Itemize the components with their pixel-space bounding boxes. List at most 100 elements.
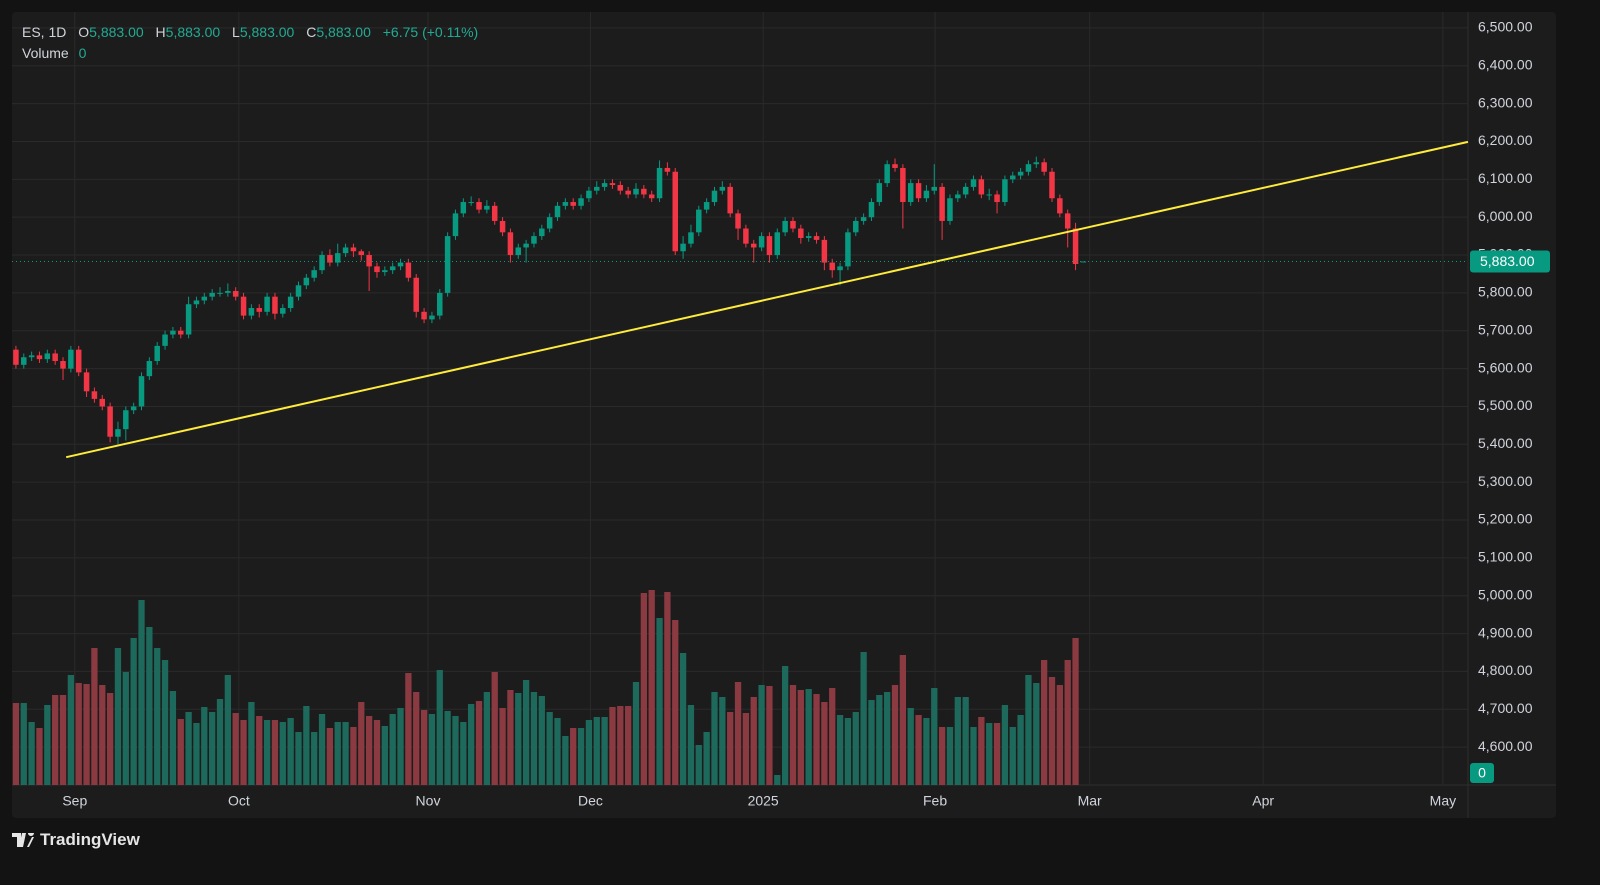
overlays	[12, 140, 1469, 459]
volume-bar	[978, 717, 985, 785]
candle-body	[437, 292, 443, 316]
candle-body	[421, 311, 427, 320]
candle-body	[75, 349, 82, 373]
volume-bar	[106, 693, 114, 785]
volume-bar	[758, 685, 765, 785]
volume-bar	[28, 722, 35, 785]
trendline	[65, 140, 1469, 459]
volume-bar	[389, 714, 396, 785]
volume-bar	[483, 692, 491, 785]
brand: TradingView	[40, 830, 140, 849]
volume-bar	[601, 717, 608, 785]
legend: ES, 1D O5,883.00 H5,883.00 L5,883.00 C5,…	[22, 22, 478, 64]
last-price-label: 5,883.00	[1480, 253, 1535, 269]
candle-body	[515, 247, 522, 256]
y-tick-label: 5,800.00	[1478, 284, 1533, 300]
candle-body	[146, 361, 153, 377]
ohlc-key: L	[232, 24, 240, 40]
last-volume-label: 0	[1478, 765, 1486, 781]
candle-body	[641, 188, 647, 195]
volume-bar	[365, 716, 373, 785]
candle-body	[60, 361, 66, 369]
x-tick-label: Mar	[1078, 793, 1102, 809]
candle-body	[696, 209, 702, 233]
volume-bar	[1025, 675, 1032, 785]
volume-bar	[342, 722, 349, 785]
candle-body	[342, 247, 349, 254]
volume-bar	[577, 728, 585, 785]
candle-body	[389, 266, 396, 271]
candle-body	[664, 167, 671, 172]
candle-body	[539, 228, 545, 237]
volume-bar	[436, 670, 443, 785]
volume-bar	[256, 716, 263, 785]
volume-bar	[20, 703, 27, 785]
candle-body	[303, 277, 310, 286]
candle-body	[735, 213, 741, 229]
candle-body	[774, 232, 781, 256]
candle-body	[162, 334, 168, 346]
candle-body	[837, 266, 843, 271]
candle-body	[232, 290, 239, 297]
ohlc-key: C	[306, 24, 317, 40]
volume-bar	[1017, 715, 1024, 785]
y-tick-label: 6,200.00	[1478, 132, 1533, 148]
candle-body	[256, 308, 262, 312]
candle-body	[531, 236, 537, 244]
candle-body	[978, 179, 985, 195]
x-tick-label: Nov	[416, 793, 441, 809]
candle-body	[413, 277, 419, 312]
volume-bar	[711, 692, 718, 785]
candle-body	[397, 262, 404, 267]
volume-bar	[303, 706, 310, 785]
volume-bar	[1064, 660, 1071, 785]
candle-body	[193, 300, 200, 305]
volume-bar	[609, 707, 616, 785]
candle-body	[884, 164, 890, 184]
volume-bar	[530, 692, 538, 785]
candle-body	[586, 190, 592, 199]
candle-body	[178, 330, 184, 335]
candle-body	[154, 345, 160, 362]
volume-bar	[444, 711, 451, 785]
volume-bar	[271, 720, 279, 785]
candle-body	[892, 164, 898, 168]
volume-bar	[884, 692, 891, 785]
candle-body	[366, 255, 372, 267]
volume-bar	[161, 660, 169, 785]
x-tick-label: Apr	[1252, 793, 1274, 809]
candle-body	[986, 194, 992, 196]
volume-bar	[1056, 685, 1063, 785]
candle-body	[970, 179, 977, 187]
candle-body	[915, 183, 922, 199]
volume-bar	[326, 728, 334, 785]
candle-body	[28, 355, 35, 358]
volume-bar	[844, 718, 852, 785]
volume-bar	[154, 648, 161, 785]
candle-body	[688, 232, 694, 244]
candle-body	[711, 190, 718, 203]
y-tick-label: 6,100.00	[1478, 170, 1533, 186]
candle-body	[1064, 213, 1071, 229]
candle-body	[295, 285, 302, 297]
volume-bar	[554, 718, 561, 785]
x-tick-label: 2025	[748, 793, 779, 809]
candle-body	[217, 292, 223, 294]
volume-bar	[1033, 683, 1040, 785]
candle-body	[939, 186, 945, 221]
y-tick-label: 5,000.00	[1478, 586, 1533, 602]
candle-body	[829, 262, 835, 271]
legend-row: ES, 1D O5,883.00 H5,883.00 L5,883.00 C5,…	[22, 22, 478, 43]
candle-body	[1041, 162, 1047, 172]
volume-name: Volume	[22, 45, 69, 61]
candle-body	[248, 308, 255, 316]
volume-bar	[923, 718, 930, 785]
volume-bar	[420, 710, 428, 785]
candle-body	[264, 296, 270, 312]
candle-body	[680, 243, 686, 252]
last-price-box	[1470, 250, 1550, 273]
volume-bar	[1001, 705, 1009, 785]
volume-bar	[397, 708, 404, 785]
